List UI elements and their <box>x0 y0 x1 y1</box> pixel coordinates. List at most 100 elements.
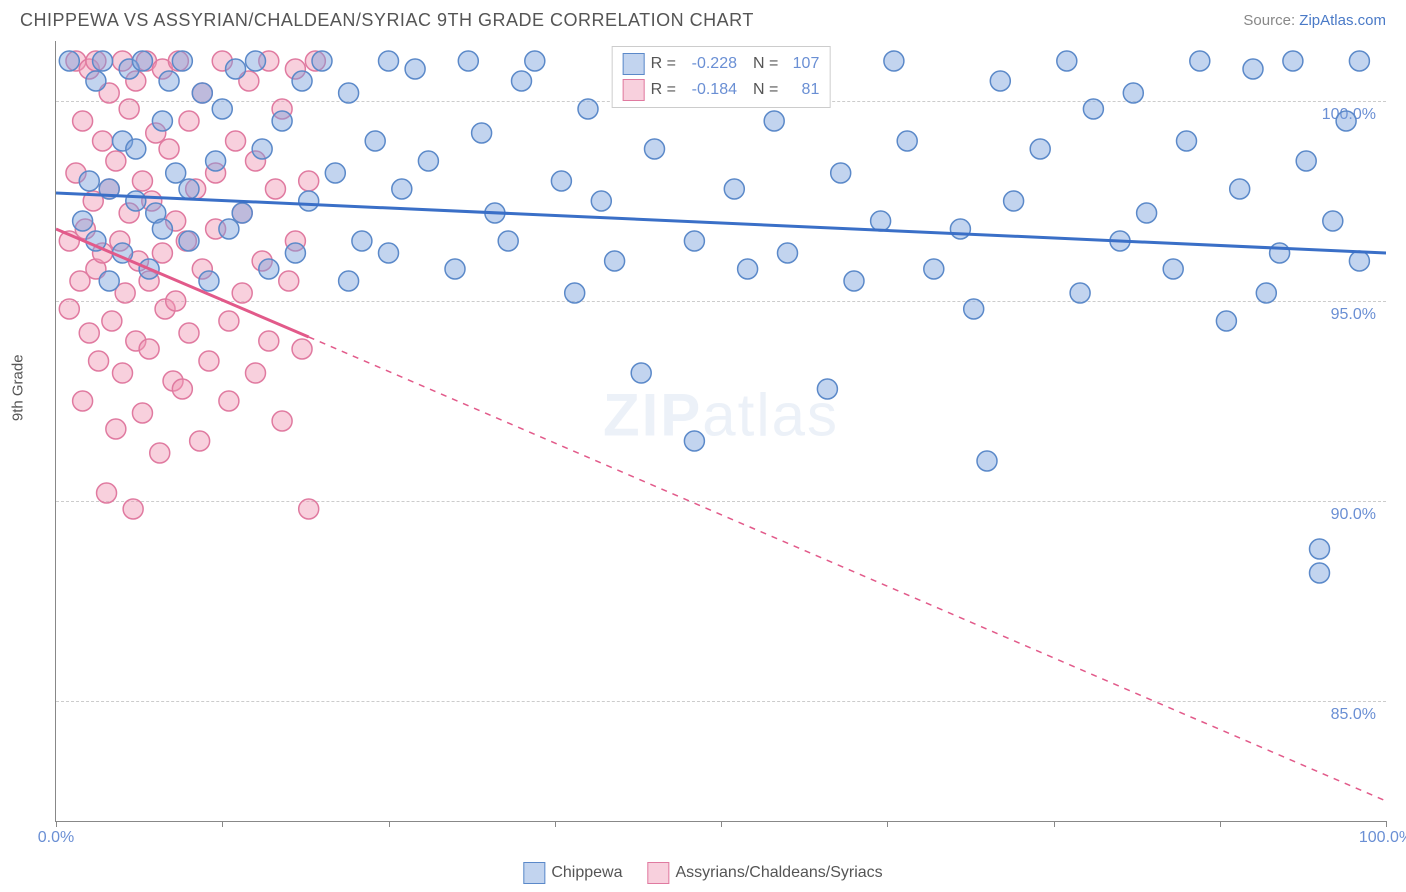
correlation-legend: R = -0.228 N = 107 R = -0.184 N = 81 <box>612 46 831 108</box>
data-point <box>924 259 944 279</box>
blue-color-swatch <box>523 862 545 884</box>
trend-line <box>56 193 1386 253</box>
data-point <box>871 211 891 231</box>
data-point <box>1349 251 1369 271</box>
data-point <box>1256 283 1276 303</box>
data-point <box>379 243 399 263</box>
data-point <box>1070 283 1090 303</box>
data-point <box>152 219 172 239</box>
data-point <box>1243 59 1263 79</box>
data-point <box>199 351 219 371</box>
data-point <box>379 51 399 71</box>
data-point <box>232 283 252 303</box>
data-point <box>246 51 266 71</box>
data-point <box>152 111 172 131</box>
data-point <box>292 339 312 359</box>
chart-title: CHIPPEWA VS ASSYRIAN/CHALDEAN/SYRIAC 9TH… <box>20 10 754 31</box>
data-point <box>172 379 192 399</box>
source-attribution: Source: ZipAtlas.com <box>1243 12 1386 29</box>
data-point <box>498 231 518 251</box>
x-tick <box>56 821 57 827</box>
y-axis-title: 9th Grade <box>10 354 27 421</box>
data-point <box>1030 139 1050 159</box>
data-point <box>578 99 598 119</box>
data-point <box>259 331 279 351</box>
blue-color-swatch <box>623 53 645 75</box>
data-point <box>1216 311 1236 331</box>
data-point <box>339 83 359 103</box>
data-point <box>99 271 119 291</box>
data-point <box>272 111 292 131</box>
scatter-plot-svg <box>56 41 1386 821</box>
data-point <box>126 191 146 211</box>
data-point <box>192 83 212 103</box>
data-point <box>226 131 246 151</box>
data-point <box>159 71 179 91</box>
data-point <box>1230 179 1250 199</box>
data-point <box>102 311 122 331</box>
data-point <box>764 111 784 131</box>
data-point <box>897 131 917 151</box>
data-point <box>150 443 170 463</box>
data-point <box>232 203 252 223</box>
data-point <box>1163 259 1183 279</box>
data-point <box>199 271 219 291</box>
data-point <box>179 111 199 131</box>
data-point <box>1190 51 1210 71</box>
data-point <box>472 123 492 143</box>
data-point <box>59 299 79 319</box>
trend-line <box>309 337 1386 801</box>
data-point <box>212 99 232 119</box>
x-tick <box>1386 821 1387 827</box>
data-point <box>1336 111 1356 131</box>
data-point <box>365 131 385 151</box>
x-tick <box>555 821 556 827</box>
data-point <box>339 271 359 291</box>
legend-item-assyrians: Assyrians/Chaldeans/Syriacs <box>647 862 882 884</box>
data-point <box>106 419 126 439</box>
data-point <box>990 71 1010 91</box>
data-point <box>950 219 970 239</box>
data-point <box>1270 243 1290 263</box>
data-point <box>299 171 319 191</box>
data-point <box>724 179 744 199</box>
data-point <box>352 231 372 251</box>
data-point <box>93 51 113 71</box>
data-point <box>166 291 186 311</box>
data-point <box>525 51 545 71</box>
data-point <box>1323 211 1343 231</box>
data-point <box>132 171 152 191</box>
data-point <box>1296 151 1316 171</box>
data-point <box>1137 203 1157 223</box>
data-point <box>206 151 226 171</box>
data-point <box>817 379 837 399</box>
data-point <box>79 323 99 343</box>
data-point <box>126 139 146 159</box>
source-link[interactable]: ZipAtlas.com <box>1299 12 1386 29</box>
data-point <box>226 59 246 79</box>
x-tick-label: 100.0% <box>1359 829 1406 847</box>
data-point <box>219 391 239 411</box>
data-point <box>159 139 179 159</box>
data-point <box>1177 131 1197 151</box>
data-point <box>279 271 299 291</box>
data-point <box>97 483 117 503</box>
data-point <box>964 299 984 319</box>
data-point <box>645 139 665 159</box>
data-point <box>458 51 478 71</box>
data-point <box>179 323 199 343</box>
chart-header: CHIPPEWA VS ASSYRIAN/CHALDEAN/SYRIAC 9TH… <box>0 0 1406 36</box>
data-point <box>166 163 186 183</box>
data-point <box>591 191 611 211</box>
x-tick <box>1054 821 1055 827</box>
data-point <box>285 243 305 263</box>
data-point <box>86 71 106 91</box>
x-tick <box>389 821 390 827</box>
data-point <box>512 71 532 91</box>
x-tick-label: 0.0% <box>38 829 74 847</box>
data-point <box>684 231 704 251</box>
data-point <box>299 499 319 519</box>
data-point <box>831 163 851 183</box>
data-point <box>1004 191 1024 211</box>
data-point <box>1283 51 1303 71</box>
